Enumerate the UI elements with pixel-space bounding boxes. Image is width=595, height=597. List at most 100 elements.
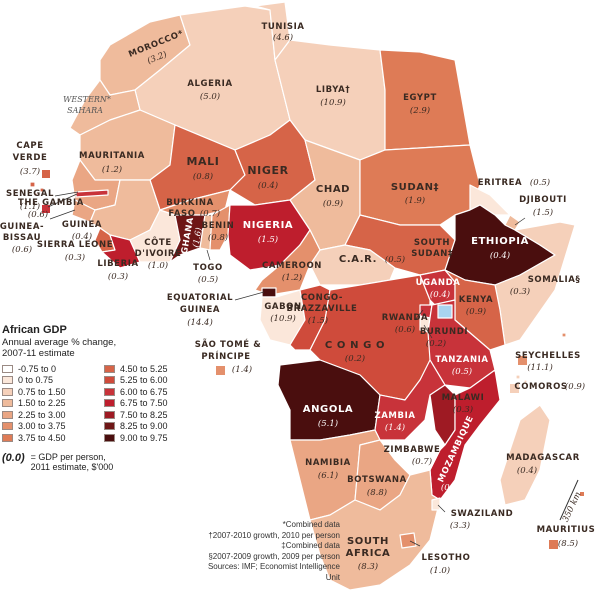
value-sierra-leone: (0.3) — [65, 252, 85, 263]
leader-swaziland — [437, 504, 446, 513]
value-burkina: (0.7) — [200, 208, 220, 219]
legend-title: African GDP — [2, 324, 67, 336]
value-burundi: (0.2) — [426, 338, 446, 349]
label-mauritius: MAURITIUS — [537, 525, 595, 535]
label-uganda: UGANDA — [416, 278, 461, 288]
country-benin — [209, 204, 231, 251]
legend-bin: 7.50 to 8.25 — [104, 409, 198, 421]
label-south-sudan-2: SUDAN‡ — [411, 249, 453, 259]
label-congo-brazza-1: CONGO- — [301, 293, 343, 303]
legend-bin: 5.25 to 6.00 — [104, 375, 198, 387]
legend-bin: 3.75 to 4.50 — [2, 432, 96, 444]
legend-bin-label: -0.75 to 0 — [18, 363, 57, 374]
legend-bin-label: 8.25 to 9.00 — [120, 421, 168, 432]
leader-lesotho — [409, 540, 421, 547]
label-swaziland: SWAZILAND — [451, 509, 514, 519]
value-mali: (0.8) — [193, 171, 213, 182]
label-guinea-bissau-2: BISSAU — [3, 233, 41, 243]
value-zimbabwe: (0.7) — [412, 456, 432, 467]
label-cote-divoire-1: CÔTE — [144, 236, 171, 248]
value-guinea-bissau: (0.6) — [12, 244, 32, 255]
label-burundi: BURUNDI — [420, 327, 468, 337]
label-kenya: KENYA — [459, 295, 493, 305]
legend-bin: 3.00 to 3.75 — [2, 421, 96, 433]
value-benin: (0.8) — [208, 232, 228, 243]
footnote-4: §2007-2009 growth, 2009 per person — [208, 551, 340, 561]
leader-togo — [206, 249, 211, 261]
legend-gdp-note-2: 2011 estimate, $'000 — [30, 461, 114, 472]
legend-bin-label: 6.00 to 6.75 — [120, 386, 168, 397]
value-niger: (0.4) — [258, 180, 278, 191]
value-mauritius: (8.5) — [558, 538, 578, 549]
legend-swatch — [2, 422, 13, 431]
legend-swatch — [2, 364, 13, 373]
label-rwanda: RWANDA — [382, 313, 428, 323]
value-sao-tome: (1.4) — [232, 364, 252, 375]
country-madagascar — [499, 404, 551, 506]
value-botswana: (8.8) — [367, 487, 387, 498]
value-swaziland: (3.3) — [450, 520, 470, 531]
value-sudan: (1.9) — [405, 195, 425, 206]
value-nigeria: (1.5) — [258, 234, 278, 245]
legend-bin: 8.25 to 9.00 — [104, 421, 198, 433]
value-malawi: (0.3) — [453, 404, 473, 415]
label-chad: CHAD — [316, 184, 350, 195]
leader-djibouti — [514, 217, 526, 226]
label-eq-guinea-1: EQUATORIAL — [167, 293, 233, 303]
value-mozambique: (0.5) — [441, 482, 461, 493]
label-burkina-1: BURKINA — [166, 198, 214, 208]
legend-bin-label: 7.50 to 8.25 — [120, 409, 168, 420]
label-south-africa-2: AFRICA — [346, 548, 391, 559]
value-cote-divoire: (1.0) — [148, 260, 168, 271]
legend-swatch-seychelles — [518, 356, 527, 365]
label-senegal: SENEGAL — [6, 189, 54, 199]
value-congo-brazza: (1.5) — [308, 315, 328, 326]
legend-bin-label: 3.00 to 3.75 — [18, 421, 66, 432]
legend-swatch-gambia — [42, 205, 50, 213]
legend-swatch — [104, 433, 115, 442]
value-madagascar: (0.4) — [517, 465, 537, 476]
label-nigeria: NIGERIA — [243, 220, 294, 231]
label-principe: PRÍNCIPE — [201, 350, 250, 362]
label-cape-verde-2: VERDE — [13, 153, 48, 163]
value-angola: (5.1) — [318, 418, 338, 429]
label-western-sahara-1: WESTERN* — [63, 95, 111, 104]
footnote-3: ‡Combined data — [281, 541, 340, 550]
legend-bin-label: 2.25 to 3.00 — [18, 409, 66, 420]
footnote-sources: Sources: IMF; Economist Intelligence Uni… — [207, 562, 340, 582]
legend-swatch — [104, 399, 115, 408]
legend-bin: 2.25 to 3.00 — [2, 409, 96, 421]
legend-bin: -0.75 to 0 — [2, 363, 96, 375]
legend-swatch-cape-verde — [42, 170, 50, 178]
label-ethiopia: ETHIOPIA — [471, 236, 529, 247]
value-lesotho: (1.0) — [430, 565, 450, 576]
legend-bin-label: 1.50 to 2.25 — [18, 398, 66, 409]
label-congo-drc: C O N G O — [325, 340, 385, 351]
label-seychelles: SEYCHELLES — [515, 351, 581, 361]
label-eritrea: ERITREA — [478, 178, 522, 188]
label-sao-tome: SÃO TOMÉ & — [195, 338, 262, 350]
legend-bin: 9.00 to 9.75 — [104, 432, 198, 444]
label-namibia: NAMIBIA — [305, 458, 351, 468]
label-madagascar: MADAGASCAR — [506, 453, 580, 463]
value-ghana: (1.6) — [190, 227, 204, 249]
label-egypt: EGYPT — [403, 93, 437, 103]
label-cameroon: CAMEROON — [262, 261, 322, 271]
country-kenya — [444, 269, 506, 351]
footnote-1: *Combined data — [282, 520, 340, 529]
label-somalia: SOMALIA§ — [528, 275, 581, 285]
value-uganda: (0.4) — [430, 289, 450, 300]
label-south-sudan-1: SOUTH — [414, 238, 450, 248]
label-libya: LIBYA† — [316, 85, 350, 95]
legend-bin-label: 5.25 to 6.00 — [120, 375, 168, 386]
legend-swatch — [2, 399, 13, 408]
legend-swatch-mauritius — [549, 540, 558, 549]
leader-guinea-bissau — [49, 209, 76, 220]
label-congo-brazza-2: BRAZZAVILLE — [287, 304, 358, 314]
legend-swatch — [2, 410, 13, 419]
label-botswana: BOTSWANA — [347, 475, 407, 485]
legend-swatch — [2, 433, 13, 442]
legend-swatch — [104, 387, 115, 396]
label-guinea-bissau-1: GUINEA- — [0, 222, 44, 232]
